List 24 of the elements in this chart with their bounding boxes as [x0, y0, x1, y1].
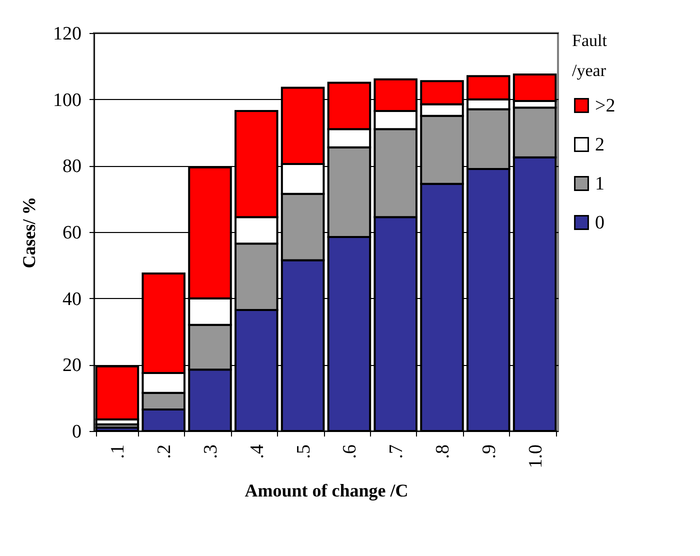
y-tick-label: 80	[62, 156, 82, 178]
x-tick-label: .4	[246, 444, 268, 459]
x-tick-label: .9	[478, 444, 500, 459]
legend-title: Fault /year	[572, 31, 608, 80]
y-axis-title: Cases/ %	[19, 196, 39, 268]
x-tick-label: .3	[200, 444, 222, 459]
y-tick-label: 40	[62, 288, 82, 310]
x-axis-title: Amount of change /C	[244, 480, 408, 500]
y-tick-label: 100	[53, 90, 82, 111]
legend-label: >2	[595, 96, 616, 116]
legend-label: 2	[595, 134, 604, 156]
y-tick-label: 60	[62, 222, 82, 244]
y-tick-label: 20	[62, 355, 82, 376]
x-tick-label: .2	[154, 444, 176, 459]
y-tick-label: 120	[53, 24, 82, 44]
x-tick-label: .1	[108, 444, 129, 459]
legend-label: 0	[595, 212, 604, 234]
y-tick-label: 0	[72, 422, 82, 442]
legend-label: 1	[595, 174, 604, 194]
x-tick-label: .5	[293, 444, 314, 459]
x-tick-label: .6	[340, 444, 361, 459]
x-tick-label: 1.0	[525, 444, 546, 468]
x-tick-label: .8	[432, 444, 454, 459]
x-tick-label: .7	[386, 444, 408, 459]
